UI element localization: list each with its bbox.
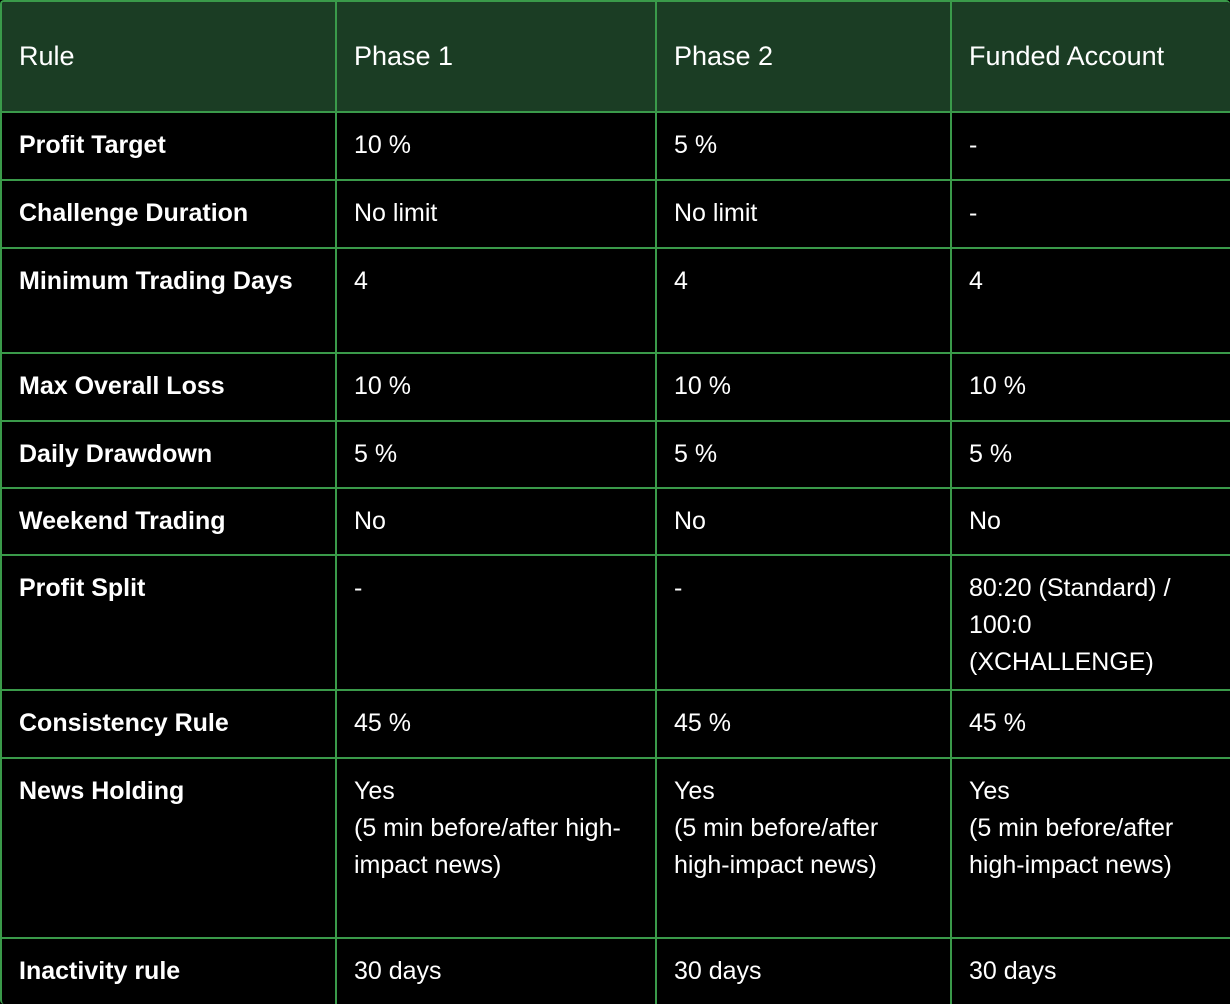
rule-name: Minimum Trading Days [2, 249, 337, 354]
table-cell: 10 % [657, 354, 952, 422]
table-cell: 45 % [657, 691, 952, 759]
header-cell: Funded Account [952, 2, 1230, 113]
rule-name: Inactivity rule [2, 939, 337, 1004]
rule-name: Daily Drawdown [2, 422, 337, 489]
rule-name: Consistency Rule [2, 691, 337, 759]
table-cell: 5 % [657, 113, 952, 181]
table-cell: - [657, 556, 952, 691]
table-cell: 10 % [337, 113, 657, 181]
table-cell: - [337, 556, 657, 691]
rule-name: Challenge Duration [2, 181, 337, 249]
table-cell: 45 % [337, 691, 657, 759]
table-cell: 5 % [657, 422, 952, 489]
table-cell: 10 % [337, 354, 657, 422]
table-cell: No [337, 489, 657, 556]
table-cell: No [952, 489, 1230, 556]
table-cell: 30 days [952, 939, 1230, 1004]
rule-name: Max Overall Loss [2, 354, 337, 422]
header-cell: Phase 2 [657, 2, 952, 113]
table-cell: 80:20 (Standard) / 100:0 (XCHALLENGE) [952, 556, 1230, 691]
table-cell: Yes (5 min before/after high-impact news… [657, 759, 952, 939]
table-cell: 10 % [952, 354, 1230, 422]
table-cell: 45 % [952, 691, 1230, 759]
table-cell: Yes (5 min before/after high-impact news… [337, 759, 657, 939]
table-cell: 5 % [337, 422, 657, 489]
table-cell: 30 days [337, 939, 657, 1004]
header-cell: Rule [2, 2, 337, 113]
table-cell: 4 [657, 249, 952, 354]
rule-name: News Holding [2, 759, 337, 939]
table-cell: No limit [337, 181, 657, 249]
rule-name: Profit Target [2, 113, 337, 181]
table-cell: 5 % [952, 422, 1230, 489]
table-cell: - [952, 181, 1230, 249]
table-cell: 4 [952, 249, 1230, 354]
rule-name: Weekend Trading [2, 489, 337, 556]
rule-name: Profit Split [2, 556, 337, 691]
table-cell: 4 [337, 249, 657, 354]
table-cell: No [657, 489, 952, 556]
table-cell: - [952, 113, 1230, 181]
table-cell: No limit [657, 181, 952, 249]
header-cell: Phase 1 [337, 2, 657, 113]
table-cell: 30 days [657, 939, 952, 1004]
table-cell: Yes (5 min before/after high-impact news… [952, 759, 1230, 939]
